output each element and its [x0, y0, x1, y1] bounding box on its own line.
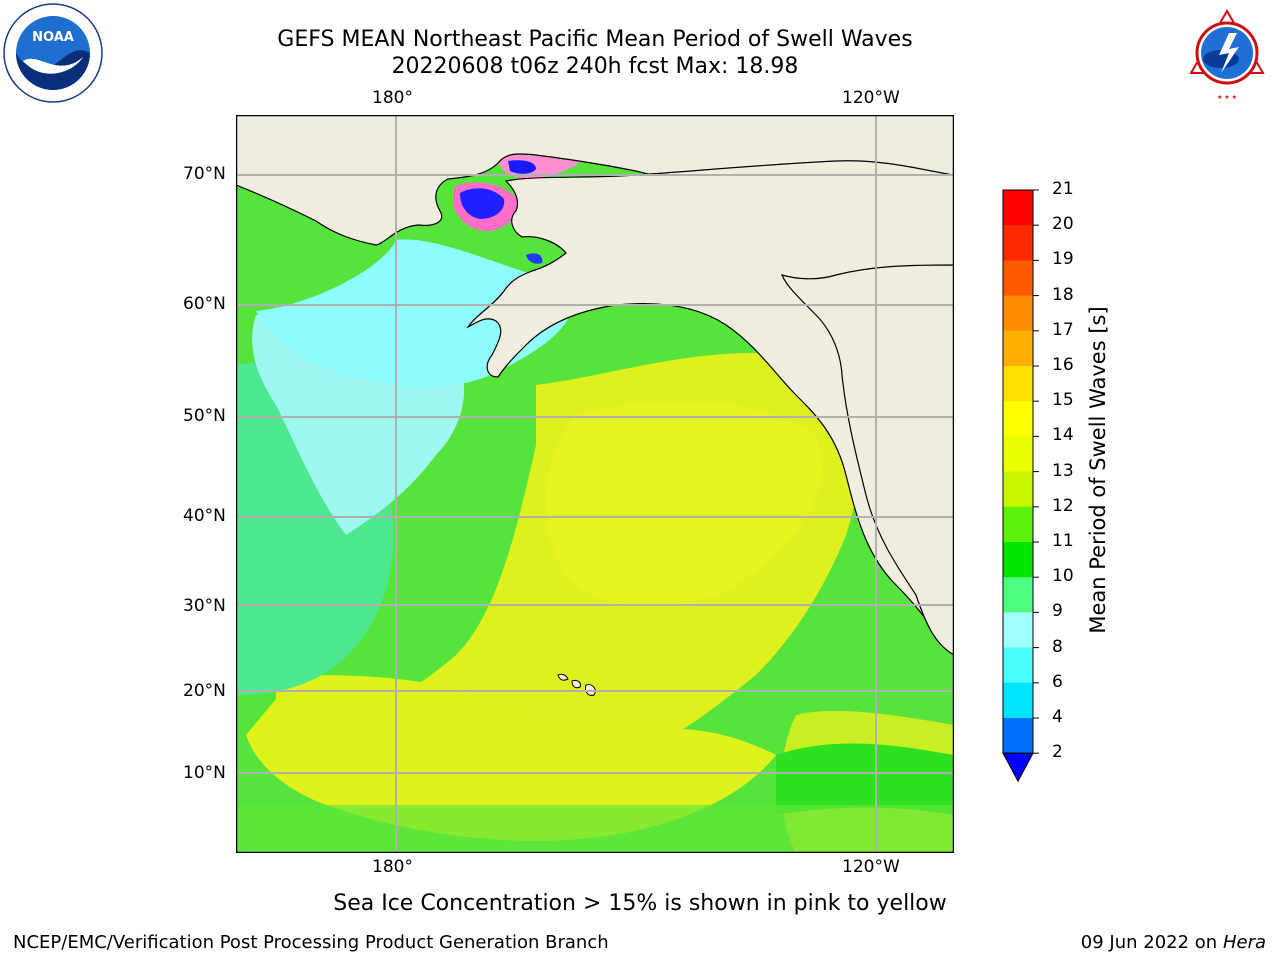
colorbar-tick-label: 17	[1052, 319, 1074, 340]
colorbar-tick-label: 19	[1052, 249, 1074, 270]
colorbar-segment	[1003, 401, 1033, 437]
colorbar-segment	[1003, 471, 1033, 508]
map-svg	[235, 114, 955, 854]
colorbar-segment	[1003, 295, 1033, 332]
map-frame	[235, 114, 955, 854]
lat-label-60n: 60°N	[183, 294, 226, 314]
colorbar-tick-label: 8	[1052, 636, 1063, 657]
lat-label-30n: 30°N	[183, 596, 226, 616]
colorbar-label: Mean Period of Swell Waves [s]	[1086, 306, 1110, 634]
map-plot	[235, 114, 955, 854]
lon-label-top-180: 180°	[372, 88, 413, 108]
colorbar-segment	[1003, 225, 1033, 261]
lat-label-10n: 10°N	[183, 763, 226, 783]
date-stamp: 09 Jun 2022 on Hera	[1080, 932, 1266, 953]
lon-label-top-120w: 120°W	[842, 88, 900, 108]
colorbar-tick-label: 15	[1052, 390, 1074, 411]
colorbar-segment	[1003, 718, 1033, 754]
colorbar-tick-label: 6	[1052, 671, 1063, 692]
colorbar-tick-label: 2	[1052, 742, 1063, 763]
colorbar-segment	[1003, 542, 1033, 578]
colorbar-segment	[1003, 682, 1033, 719]
lon-label-bottom-180: 180°	[372, 857, 413, 877]
lon-label-bottom-120w: 120°W	[842, 857, 900, 877]
chart-subtitle: 20220608 t06z 240h fcst Max: 18.98	[391, 54, 799, 79]
svg-text:NOAA: NOAA	[32, 30, 74, 45]
colorbar-tick-label: 13	[1052, 460, 1074, 481]
lat-label-70n: 70°N	[183, 164, 226, 184]
colorbar-segment	[1003, 190, 1033, 226]
colorbar	[1002, 189, 1039, 783]
colorbar-tick-label: 14	[1052, 425, 1074, 446]
colorbar-tick-label: 11	[1052, 531, 1074, 551]
lat-label-50n: 50°N	[183, 406, 226, 426]
colorbar-segment	[1003, 366, 1033, 402]
colorbar-tick-label: 16	[1052, 355, 1074, 375]
noaa-logo: NOAA	[3, 3, 103, 103]
colorbar-tick-label: 20	[1052, 214, 1074, 235]
colorbar-tick-label: 10	[1052, 566, 1074, 587]
colorbar-extend-triangle	[1002, 752, 1034, 783]
colorbar-tick-label: 9	[1052, 601, 1063, 622]
colorbar-segment	[1003, 647, 1033, 684]
colorbar-segment	[1003, 260, 1033, 297]
colorbar-tick-label: 21	[1052, 179, 1074, 199]
svg-text:★ ★ ★: ★ ★ ★	[1217, 94, 1237, 101]
colorbar-segment	[1003, 506, 1033, 543]
colorbar-tick-label: 12	[1052, 495, 1074, 516]
chart-title: GEFS MEAN Northeast Pacific Mean Period …	[277, 27, 913, 52]
nws-logo: ★ ★ ★	[1177, 3, 1277, 103]
colorbar-tick-label: 4	[1052, 707, 1063, 727]
bering-sea	[256, 239, 573, 387]
colorbar-segment	[1003, 612, 1033, 649]
credit-text: NCEP/EMC/Verification Post Processing Pr…	[13, 932, 609, 953]
lat-label-40n: 40°N	[183, 506, 226, 526]
graticule	[236, 115, 954, 853]
lat-label-20n: 20°N	[183, 681, 226, 701]
colorbar-tick-label: 18	[1052, 284, 1074, 305]
colorbar-segment	[1003, 577, 1033, 613]
colorbar-segment	[1003, 436, 1033, 473]
colorbar-segment	[1003, 330, 1033, 367]
sea-ice-note: Sea Ice Concentration > 15% is shown in …	[333, 891, 947, 916]
